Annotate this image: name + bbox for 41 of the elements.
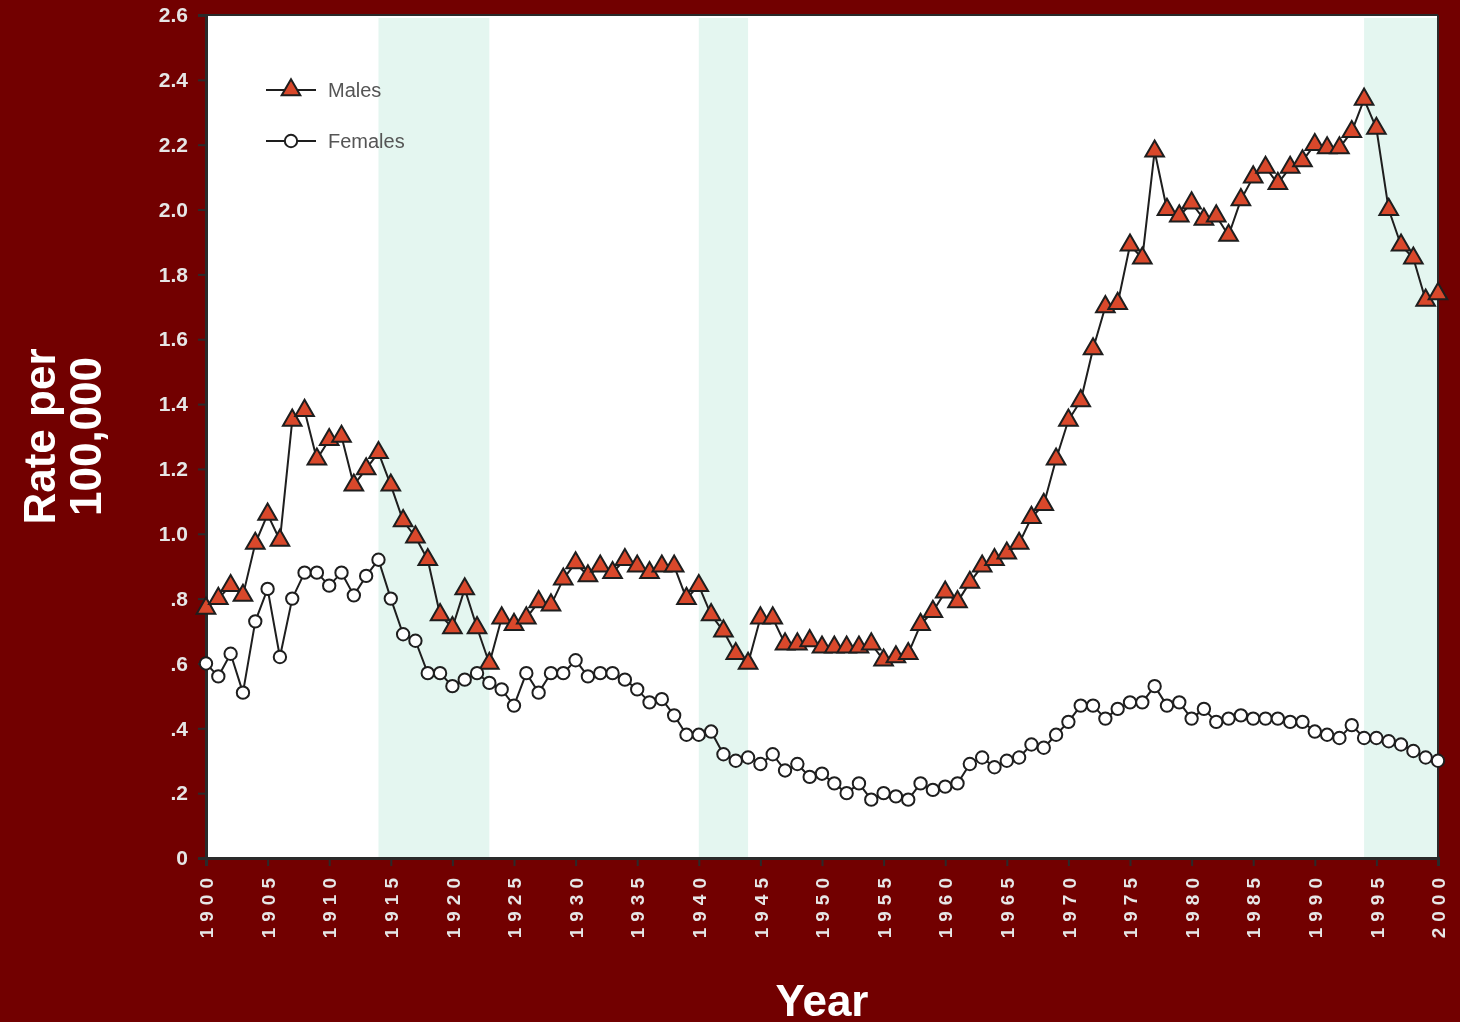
x-tick-label: 1950 — [812, 872, 834, 939]
y-tick-label: 2.6 — [158, 3, 188, 27]
y-tick-label: .8 — [170, 586, 189, 610]
x-tick-label: 1960 — [935, 872, 957, 939]
y-tick-label: .4 — [170, 716, 189, 740]
legend-entry: Females — [265, 130, 405, 152]
y-tick-label: 1.0 — [158, 521, 188, 545]
y-tick-label: 1.4 — [158, 392, 189, 416]
y-tick-label: 2.0 — [158, 197, 188, 221]
x-tick-label: 1990 — [1304, 872, 1326, 939]
x-tick-label: 1955 — [873, 872, 895, 939]
y-tick-label: 0 — [176, 846, 188, 870]
y-tick-label: 1.6 — [158, 327, 188, 351]
x-tick-label: 1920 — [442, 872, 464, 939]
x-tick-label: 1935 — [627, 872, 649, 939]
y-tick-label: 1.8 — [158, 262, 189, 286]
legend-label: Females — [328, 130, 405, 152]
x-tick-label: 1905 — [257, 872, 279, 939]
x-tick-label: 1930 — [565, 872, 587, 939]
y-axis-title: Rate per 100,000 — [15, 348, 110, 525]
x-tick-label: 1970 — [1058, 872, 1080, 939]
x-tick-label: 1940 — [688, 872, 710, 939]
x-tick-label: 1910 — [319, 872, 341, 939]
y-tick-label: 2.4 — [158, 68, 189, 92]
x-tick-label: 1975 — [1120, 872, 1142, 939]
x-tick-label: 1995 — [1366, 872, 1388, 939]
legend-label: Males — [328, 79, 382, 101]
x-tick-label: 1965 — [996, 872, 1018, 939]
x-tick-label: 1985 — [1243, 872, 1265, 939]
x-tick-label: 1915 — [380, 872, 402, 939]
y-tick-label: 2.2 — [158, 132, 188, 156]
x-tick-label: 1980 — [1181, 872, 1203, 939]
x-tick-label: 2000 — [1428, 872, 1450, 939]
y-tick-label: 1.2 — [158, 457, 188, 481]
x-axis-title: Year — [775, 976, 869, 1022]
x-tick-label: 1900 — [196, 872, 218, 939]
y-tick-label: .6 — [170, 651, 188, 675]
x-tick-label: 1925 — [504, 872, 526, 939]
y-tick-label: .2 — [170, 781, 188, 805]
legend-entry: Males — [265, 77, 382, 101]
x-tick-label: 1945 — [750, 872, 772, 939]
